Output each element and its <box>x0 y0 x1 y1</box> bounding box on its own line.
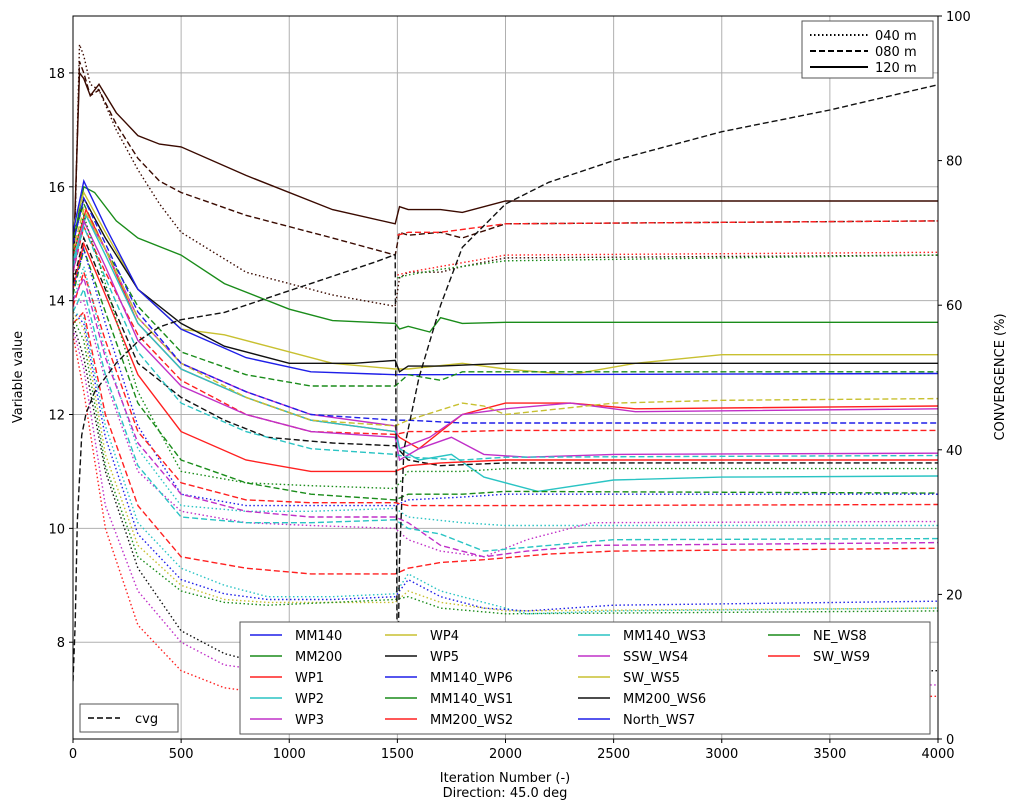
y-left-tick-label: 14 <box>48 295 65 310</box>
series-legend: MM140 MM200 WP1 WP2 WP3 WP4 WP5 MM140_WP6 MM140_… <box>239 621 931 735</box>
series-line <box>397 254 938 279</box>
y-right-tick-label: 60 <box>946 299 963 314</box>
x-tick-label: 1000 <box>273 747 306 762</box>
series-line <box>73 317 938 615</box>
x-tick-label: 0 <box>69 747 77 762</box>
series-legend-label: WP4 <box>430 629 459 644</box>
x-tick-label: 500 <box>169 747 194 762</box>
height-legend-label: 120 m <box>875 61 917 76</box>
series-legend-label: MM140_WP6 <box>430 671 513 686</box>
y-right-tick-label: 0 <box>946 733 954 748</box>
y-left-tick-label: 8 <box>57 636 65 651</box>
height-legend-label: 080 m <box>875 45 917 60</box>
series-legend-label: MM200_WS2 <box>430 713 513 728</box>
series-line <box>397 251 938 276</box>
series-line <box>73 44 938 308</box>
series-line <box>73 196 938 424</box>
x-tick-label: 3500 <box>813 747 846 762</box>
x-tick-label: 3000 <box>705 747 738 762</box>
series-line <box>73 190 938 376</box>
series-line <box>73 310 938 575</box>
series-line <box>73 269 938 507</box>
series-legend-label: MM140_WS1 <box>430 692 513 707</box>
series-legend-label: WP1 <box>295 671 324 686</box>
cvg-legend-box <box>79 703 179 733</box>
x-tick-label: 2500 <box>597 747 630 762</box>
series-line <box>73 212 938 490</box>
y-axis-right-label: CONVERGENCE (%) <box>993 313 1008 440</box>
series-line <box>73 241 938 473</box>
series-legend-label: WP2 <box>295 692 324 707</box>
series-layer <box>73 44 938 700</box>
series-line <box>73 70 938 273</box>
series-legend-label: SW_WS5 <box>623 671 680 686</box>
ticks: 0 500 1000 1500 2000 2500 3000 3500 400081012141… <box>48 10 970 762</box>
height-legend-box <box>801 20 934 79</box>
series-legend-label: NE_WS8 <box>813 629 867 644</box>
y-right-tick-label: 100 <box>946 10 971 25</box>
cvg-layer <box>73 84 938 711</box>
series-line <box>73 178 938 376</box>
y-right-tick-label: 40 <box>946 444 963 459</box>
series-line <box>73 275 938 558</box>
y-left-tick-label: 10 <box>48 522 65 537</box>
y-left-tick-label: 18 <box>48 67 65 82</box>
series-line <box>73 287 938 552</box>
x-tick-label: 4000 <box>921 747 954 762</box>
x-axis-sublabel: Direction: 45.0 deg <box>443 786 568 801</box>
series-line <box>73 185 938 333</box>
series-legend-label: SSW_WS4 <box>623 650 688 665</box>
series-legend-label: WP3 <box>295 713 324 728</box>
y-axis-left-label: Variable value <box>11 331 26 423</box>
series-line <box>73 246 938 507</box>
cvg-legend: cvg <box>79 703 179 733</box>
series-line <box>73 311 938 612</box>
x-tick-label: 2000 <box>489 747 522 762</box>
cvg-line <box>73 84 938 711</box>
cvg-legend-label: cvg <box>135 712 158 727</box>
series-line <box>397 220 938 236</box>
series-legend-label: North_WS7 <box>623 713 695 728</box>
x-tick-label: 1500 <box>381 747 414 762</box>
series-line <box>73 207 938 427</box>
height-legend-label: 040 m <box>875 29 917 44</box>
y-right-tick-label: 20 <box>946 588 963 603</box>
series-legend-label: SW_WS9 <box>813 650 870 665</box>
series-line <box>73 213 938 493</box>
y-left-tick-label: 16 <box>48 181 65 196</box>
series-line <box>73 196 938 373</box>
series-legend-label: MM200 <box>295 650 342 665</box>
series-legend-box <box>239 621 931 735</box>
series-legend-label: WP5 <box>430 650 459 665</box>
series-legend-label: MM140 <box>295 629 342 644</box>
series-line <box>73 263 938 527</box>
series-line <box>73 61 938 290</box>
series-line <box>73 323 938 675</box>
series-legend-label: MM200_WS6 <box>623 692 706 707</box>
series-legend-label: MM140_WS3 <box>623 629 706 644</box>
series-line <box>73 218 938 462</box>
x-axis-label: Iteration Number (-) <box>440 771 570 786</box>
y-left-tick-label: 12 <box>48 409 65 424</box>
series-line <box>73 334 938 700</box>
series-line <box>73 224 938 461</box>
series-line <box>73 246 938 501</box>
y-right-tick-label: 80 <box>946 155 963 170</box>
